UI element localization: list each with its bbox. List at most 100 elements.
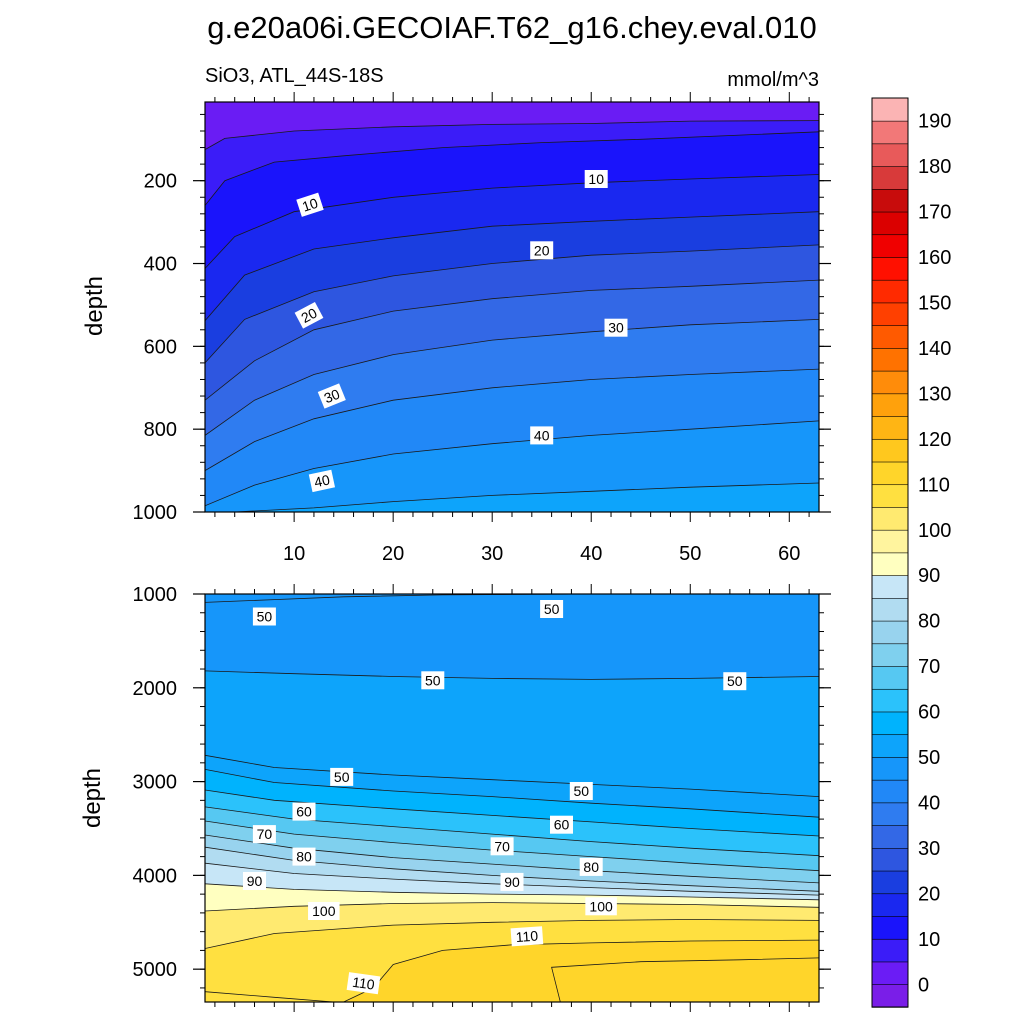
colorbar-box (871, 484, 909, 508)
colorbar-label: 20 (918, 883, 940, 905)
contour-line-90 (205, 883, 819, 901)
y-tick-label: 3000 (133, 772, 178, 794)
colorbar-box (871, 915, 909, 940)
contour-line-50 (234, 482, 819, 512)
y-tick-label: 5000 (133, 959, 178, 981)
contour-line-105 (205, 919, 819, 949)
contour-line-55 (205, 769, 819, 818)
colorbar-label: 160 (918, 247, 951, 269)
colorbar-box (871, 597, 909, 622)
colorbar-box (871, 802, 909, 826)
contour-label: 90 (500, 872, 524, 891)
contour-line-30 (205, 279, 819, 401)
y-tick-label: 1000 (133, 584, 178, 606)
contour-label: 110 (510, 926, 544, 947)
contour-line-5 (205, 120, 819, 150)
svg-text:50: 50 (257, 609, 273, 625)
lower-ylabel: depth (79, 768, 106, 828)
upper-panel: 10 10 20 20 30 30 40 40 10 20 30 40 50 60 200 400 600 800… (133, 92, 831, 565)
contour-label: 30 (317, 383, 346, 409)
contour-label: 50 (421, 671, 445, 690)
svg-text:40: 40 (313, 471, 332, 490)
contour-label: 50 (723, 672, 747, 691)
svg-text:70: 70 (494, 838, 510, 854)
svg-text:30: 30 (322, 386, 343, 407)
colorbar-label: 90 (918, 565, 940, 587)
contour-line-10 (205, 131, 819, 206)
contour-fill-108 (205, 991, 819, 1002)
x-tick-label: 30 (481, 543, 503, 565)
upper-subtitle-left: SiO3, ATL_44S-18S (205, 65, 384, 87)
y-tick-label: 800 (144, 419, 177, 441)
colorbar-box (871, 415, 909, 440)
contour-line-47.5 (205, 594, 819, 603)
contour-fill-112.5 (551, 957, 819, 1002)
colorbar-box (871, 506, 909, 531)
colorbar-box (871, 552, 909, 576)
colorbar-box (871, 461, 909, 486)
contour-line-35 (205, 319, 819, 436)
colorbar-box (871, 234, 909, 258)
colorbar-label: 80 (918, 611, 940, 633)
contour-label: 90 (243, 872, 266, 890)
colorbar-box (871, 574, 909, 599)
contour-label: 70 (490, 837, 514, 856)
colorbar-box (871, 847, 909, 872)
contour-label: 100 (308, 902, 340, 920)
contour-line-85 (205, 862, 819, 896)
x-tick-label: 50 (679, 543, 701, 565)
colorbar-label: 110 (918, 474, 950, 496)
svg-text:110: 110 (351, 974, 376, 993)
colorbar-box (871, 870, 909, 895)
colorbar-box (871, 211, 909, 236)
contour-label: 100 (585, 897, 617, 916)
colorbar-label: 0 (918, 974, 929, 996)
colorbar-box (871, 120, 909, 145)
contour-line-20 (205, 211, 819, 321)
colorbar-label: 100 (918, 520, 951, 542)
colorbar-box (871, 961, 909, 985)
colorbar-box (871, 347, 909, 372)
colorbar-label: 40 (918, 793, 940, 815)
colorbar-box (871, 165, 909, 190)
svg-text:80: 80 (583, 859, 599, 875)
contour-line-25 (205, 244, 819, 364)
colorbar-box (871, 893, 909, 917)
colorbar-box (871, 393, 909, 417)
contour-label: 50 (569, 782, 593, 800)
colorbar-box (871, 97, 909, 122)
contour-line-108 (205, 991, 334, 1002)
upper-ylabel: depth (81, 276, 108, 336)
contour-label: 80 (579, 857, 603, 876)
svg-text:50: 50 (425, 672, 441, 688)
svg-text:50: 50 (334, 769, 350, 785)
colorbar-label: 70 (918, 656, 940, 678)
contour-label: 50 (330, 767, 354, 786)
colorbar-box (871, 302, 909, 326)
colorbar-box (871, 143, 909, 167)
svg-text:100: 100 (589, 898, 613, 914)
colorbar-box (871, 256, 909, 281)
colorbar-label: 180 (918, 156, 951, 178)
colorbar-box (871, 688, 909, 713)
svg-text:100: 100 (312, 903, 336, 919)
y-tick-label: 400 (144, 254, 177, 276)
colorbar-box (871, 370, 909, 395)
svg-text:60: 60 (296, 804, 312, 820)
colorbar-box (871, 779, 909, 804)
svg-text:50: 50 (574, 783, 590, 799)
colorbar-box (871, 438, 909, 463)
colorbar-box (871, 756, 909, 781)
contour-line-60 (205, 789, 819, 837)
contour-line-112.5 (551, 957, 819, 1002)
colorbar-label: 150 (918, 293, 951, 315)
contour-label: 40 (308, 469, 336, 493)
svg-text:50: 50 (727, 673, 743, 689)
colorbar-label: 130 (918, 383, 951, 405)
colorbar-label: 10 (918, 929, 940, 951)
contour-label: 60 (292, 802, 316, 821)
lower-panel: 50 50 50 50 50 50 60 60 70 70 80 80 90 90 100 100 110 110… (133, 584, 831, 1012)
contour-line-52.5 (205, 754, 819, 797)
colorbar-box (871, 529, 909, 554)
contour-line-100 (205, 902, 819, 912)
